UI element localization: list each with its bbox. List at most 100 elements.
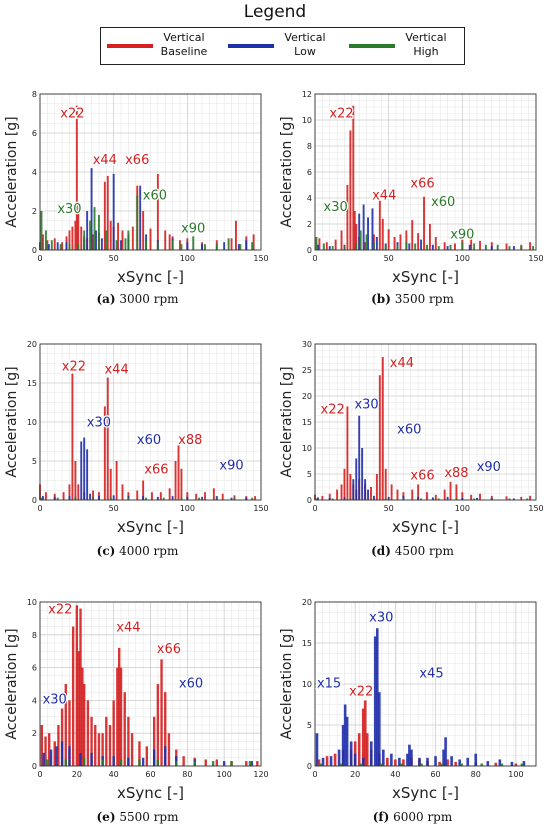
bar-baseline — [80, 226, 83, 250]
y-tick-label: 10 — [27, 418, 37, 427]
annotation-x60: x60 — [137, 433, 161, 448]
caption-e: (e) 5500 rpm — [0, 810, 275, 824]
bar-low — [341, 725, 345, 766]
bar-baseline — [108, 725, 112, 766]
x-tick-label: 100 — [455, 504, 470, 513]
bar-low — [426, 757, 429, 766]
bar-baseline — [77, 651, 80, 766]
bar-low — [79, 752, 82, 766]
bar-baseline — [159, 492, 162, 500]
bar-baseline — [86, 700, 90, 766]
bar-low — [420, 239, 423, 250]
bar-high — [180, 244, 183, 250]
series-high — [319, 763, 524, 766]
bar-low — [446, 246, 449, 250]
y-tick-label: 8 — [307, 142, 312, 151]
bar-high — [46, 759, 49, 766]
bar-low — [522, 761, 526, 766]
caption-b-tag: (b) — [371, 292, 391, 306]
bar-baseline — [256, 761, 259, 766]
caption-c: (c) 4000 rpm — [0, 544, 275, 558]
bar-high — [379, 763, 383, 766]
bar-baseline — [61, 242, 64, 250]
bar-baseline — [443, 242, 446, 250]
bar-low — [382, 749, 385, 766]
bar-baseline — [426, 492, 428, 500]
bar-low — [230, 497, 233, 500]
bar-low — [315, 733, 319, 766]
annotation-x44: x44 — [390, 356, 414, 371]
annotation-x22: x22 — [329, 106, 353, 121]
bar-baseline — [317, 759, 321, 766]
bar-baseline — [142, 480, 145, 500]
bar-baseline — [62, 492, 65, 500]
caption-d-text: 4500 rpm — [394, 544, 454, 558]
bar-low — [466, 757, 469, 766]
y-tick-label: 15 — [27, 379, 37, 388]
bar-baseline — [254, 496, 257, 500]
bar-baseline — [361, 708, 365, 766]
chart-panel-d: 0 50 100 150 0 5 10 15 20 25 30 xSync [-] Accelerati… — [275, 338, 550, 566]
bar-baseline — [505, 496, 508, 500]
plot-frame — [314, 601, 537, 767]
bar-low — [250, 761, 253, 766]
legend-swatch-low — [228, 44, 274, 48]
bar-baseline — [325, 242, 328, 250]
bar-baseline — [405, 230, 408, 250]
bar-low — [329, 756, 333, 766]
bar-high — [420, 763, 423, 766]
annotation-x30: x30 — [369, 611, 393, 626]
bar-high — [40, 211, 43, 250]
bar-low — [68, 746, 71, 766]
bar-high — [101, 759, 104, 766]
bar-baseline — [520, 496, 523, 500]
caption-f-tag: (f) — [372, 810, 390, 824]
y-tick-label: 0 — [307, 496, 312, 505]
series-low — [42, 741, 253, 766]
bar-high — [230, 761, 233, 766]
bar-high — [484, 244, 487, 250]
series-high — [46, 757, 252, 766]
bar-baseline — [40, 725, 44, 766]
bar-baseline — [417, 484, 420, 500]
bar-baseline — [212, 488, 215, 500]
bar-baseline — [44, 492, 47, 500]
bar-baseline — [71, 373, 74, 500]
plot-frame — [39, 601, 262, 767]
legend-label-baseline-line2: Baseline — [160, 45, 208, 58]
bar-low — [458, 759, 461, 766]
bar-high — [349, 498, 352, 500]
bar-baseline — [411, 489, 414, 500]
bar-high — [496, 244, 499, 250]
x-axis-label: xSync [-] — [392, 268, 459, 286]
bar-high — [215, 497, 218, 500]
bar-baseline — [470, 494, 473, 500]
annotation-x88: x88 — [178, 433, 202, 448]
bar-low — [120, 240, 122, 250]
bar-high — [343, 246, 346, 250]
legend-label-low: Vertical Low — [273, 31, 337, 59]
bar-baseline — [136, 490, 139, 500]
bar-baseline — [81, 667, 84, 766]
bar-baseline — [94, 725, 97, 766]
caption-a-text: 3000 rpm — [119, 292, 179, 306]
legend-entry-high: Vertical High — [343, 28, 464, 64]
series-high — [40, 496, 254, 500]
bar-high — [105, 230, 108, 250]
bar-baseline — [479, 240, 481, 250]
legend-entry-low: Vertical Low — [222, 28, 343, 64]
caption-a: (a) 3000 rpm — [0, 292, 275, 306]
chart-panel-c: 0 50 100 150 0 5 10 15 20 xSync [-] Acceleration [… — [0, 338, 275, 566]
bar-baseline — [53, 238, 56, 250]
bar-low — [41, 496, 44, 500]
bar-low — [361, 448, 364, 500]
x-axis-label: xSync [-] — [392, 518, 459, 536]
y-tick-label: 10 — [302, 116, 312, 125]
caption-c-text: 4000 rpm — [119, 544, 179, 558]
x-tick-label: 0 — [37, 504, 42, 513]
y-axis-label: Acceleration [g] — [279, 366, 295, 477]
bar-low — [373, 636, 377, 766]
bar-high — [480, 763, 484, 766]
bar-low — [245, 497, 248, 500]
bar-high — [124, 238, 127, 250]
